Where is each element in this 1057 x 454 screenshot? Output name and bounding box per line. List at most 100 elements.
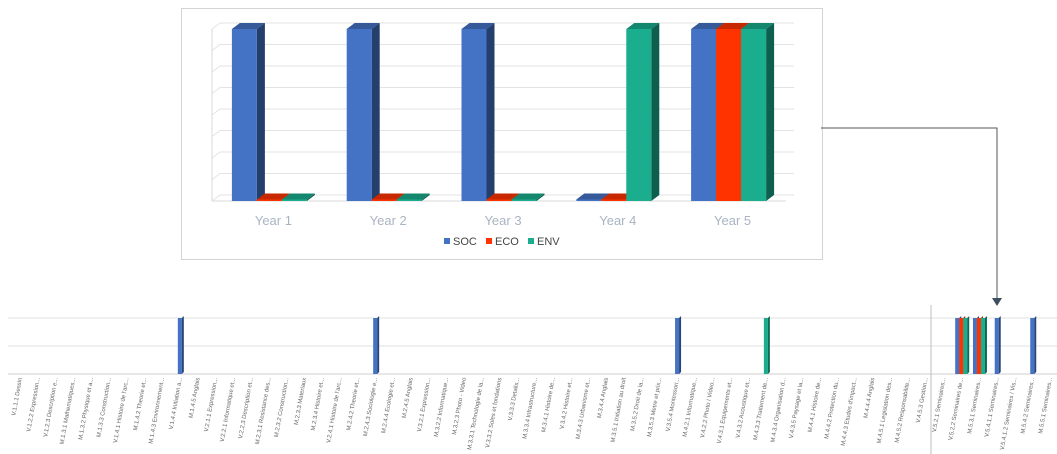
course-tick-label: V.1.1.1 Dessin: [11, 377, 24, 416]
course-bar-soc: [994, 316, 1001, 374]
course-tick-label: M.5.5.1 Seminaires...: [1038, 377, 1054, 434]
course-tick-label: M.4.5.2 Responsabilite...: [895, 377, 912, 443]
course-tick-label: V.5.2.2 Seminaires de...: [948, 377, 965, 441]
course-tick-label: M.1.4.3 Environnement...: [148, 377, 166, 444]
bar-env-2: [396, 193, 430, 201]
bar-env-3: [511, 193, 545, 201]
gridline-side: [211, 151, 221, 159]
bar-soc-2: [346, 23, 380, 201]
legend-swatch-eco: [486, 238, 492, 244]
course-tick-label: M.3.2.2 Informatique...: [434, 377, 450, 437]
course-tick-label: M.2.4.2 Theorie et...: [346, 377, 361, 431]
legend-label-eco: ECO: [495, 236, 519, 248]
x-tick-label: Year 1: [255, 213, 292, 228]
course-tick-label: M.1.3.2 Physique et a...: [78, 377, 95, 440]
x-tick-label: Year 5: [714, 213, 751, 228]
course-tick-label: M.3.3.4 Infrastructure...: [522, 377, 539, 439]
x-tick-label: Year 4: [599, 213, 636, 228]
course-tick-label: M.4.2.1 Informatique...: [682, 377, 698, 437]
x-tick-label: Year 3: [484, 213, 521, 228]
course-tick-label: M.1.4.5 Anglais: [189, 377, 202, 418]
x-tick-label: Year 2: [370, 213, 407, 228]
course-tick-label: V.2.2.1 Informatique et...: [220, 377, 237, 443]
gridline-side: [211, 44, 221, 51]
course-bar-env: [763, 316, 770, 374]
course-detail-chart: V.1.1.1 Dessin V.1.2.2 Expression... V.1.2…: [0, 300, 1057, 454]
gridline-side: [211, 173, 221, 180]
gridline-side: [211, 65, 221, 73]
course-tick-label: M.3.4.4 Anglais: [597, 377, 610, 418]
course-tick-label: M.4.4.4 Anglais: [863, 377, 876, 418]
bar-env-1: [281, 193, 315, 201]
course-tick-label: M.3.4.3 Urbanisme et...: [576, 377, 593, 440]
course-tick-label: M.3.5.1 Initiation au droit: [610, 377, 627, 443]
course-tick-label: V.1.4.4 Initiation a...: [169, 377, 184, 430]
course-tick-label: M.3.5.2 Droit de la...: [630, 377, 645, 432]
course-tick-label: M.3.4.1 Histoire de...: [541, 377, 557, 433]
connector-line: [821, 127, 998, 300]
course-tick-label: M.4.4.3 Etudes d'impact...: [841, 377, 859, 446]
course-tick-label: V.3.5.4 Montessori...: [666, 377, 681, 432]
course-tick-label: V.3.4.2 Histoire et...: [560, 377, 575, 430]
course-tick-label: V.4.3.2 Acoustique et...: [736, 377, 753, 439]
course-tick-label: M.2.4.5 Anglais: [402, 377, 415, 418]
course-bar-soc: [675, 316, 682, 374]
year-summary-chart-svg: Year 1 Year 2 Year 3 Year 4 Year 5 SOC ECO ENV: [211, 22, 794, 248]
gridline-side: [211, 130, 221, 137]
legend-label-env: ENV: [537, 236, 560, 248]
course-tick-label: M.4.4.1 Histoire de...: [808, 377, 824, 433]
course-tick-label: M.2.4.3 Sociologie e...: [363, 377, 379, 437]
course-tick-label: V.1.2.2 Expression...: [26, 377, 41, 432]
course-tick-label: V.1.4.1 Histoire de l'arc...: [113, 377, 130, 444]
course-tick-label: M.2.3.1 Resistance des...: [255, 377, 273, 445]
course-tick-label: M.1.3.1 Mathematiques...: [60, 377, 78, 445]
gridline-side: [211, 22, 221, 30]
bar-soc-3: [461, 23, 495, 201]
course-tick-label: V.3.2.1 Expression...: [417, 377, 432, 432]
course-bar-soc: [177, 316, 184, 374]
course-tick-label: M.5.4.2 Seminaires...: [1020, 377, 1036, 434]
course-tick-label: V.5.2.1 Seminaires...: [932, 377, 948, 433]
gridline-side: [211, 87, 221, 94]
course-tick-label: M.4.5.1 Legislation des...: [877, 377, 895, 444]
course-bar-env: [963, 316, 970, 374]
course-tick-label: M.2.3.3 Materiaux: [294, 377, 308, 425]
course-tick-label: V.5.4.1.2 Seminaires / Vis...: [1000, 377, 1019, 451]
course-bar-soc: [373, 316, 380, 374]
legend-label-soc: SOC: [453, 236, 477, 248]
bar-soc-1: [231, 23, 265, 201]
course-tick-label: M.4.4.2 Protection du...: [824, 377, 841, 439]
course-tick-label: V.4.5.3 Gestion...: [916, 377, 930, 423]
course-tick-label: M.4.3.4 Organisation d...: [770, 377, 787, 443]
course-tick-label: V.1.2.3 Description e...: [43, 377, 59, 438]
course-tick-label: M.5.3.1 Seminaires...: [967, 377, 983, 434]
gridline-side: [211, 194, 221, 202]
bar-env-4: [626, 23, 660, 201]
legend-swatch-env: [528, 238, 534, 244]
course-tick-label: M.3.3.1 Technologie de la...: [467, 377, 486, 451]
course-tick-label: M.3.2.3 Photo - Video: [452, 377, 468, 436]
course-tick-label: V.4.3.1 Equipements et...: [717, 377, 735, 444]
course-tick-label: M.3.5.3 Metre et prix...: [647, 377, 663, 437]
course-tick-label: M.1.3.3 Construction...: [96, 377, 112, 438]
legend-swatch-soc: [444, 238, 450, 244]
course-tick-label: V.3.3.3 Details...: [508, 377, 522, 421]
gridline-side: [211, 108, 221, 116]
course-tick-label: V.5.4.1.1 Seminaires...: [984, 377, 1000, 438]
course-tick-label: V.2.1.1 Expression...: [204, 377, 219, 432]
year-summary-chart: Year 1 Year 2 Year 3 Year 4 Year 5 SOC ECO ENV: [181, 8, 823, 260]
course-tick-label: V.2.2.3 Description et...: [238, 377, 255, 439]
course-detail-chart-svg: V.1.1.1 Dessin V.1.2.2 Expression... V.1.2…: [8, 305, 1057, 454]
course-tick-label: M.2.3.2 Construction...: [274, 377, 290, 438]
course-tick-label: M.2.4.4 Ecologie et...: [381, 377, 397, 434]
course-tick-label: V.4.3.5 Paysage et la...: [789, 377, 806, 439]
bar-env-5: [741, 23, 775, 201]
course-tick-label: M.2.3.4 Histoire et...: [311, 377, 326, 431]
course-tick-label: V.2.4.1 Histoire de l'arc...: [326, 377, 343, 444]
course-tick-label: V.4.2.2 Photo / Video...: [700, 377, 717, 438]
course-tick-label: M.1.4.2 Theorie et...: [133, 377, 148, 431]
course-bar-soc: [1030, 316, 1037, 374]
course-bar-env: [980, 316, 987, 374]
course-tick-label: V.3.3.2 Soles et fondations: [485, 377, 503, 448]
course-tick-label: M.4.3.3 Traitement de...: [753, 377, 770, 441]
